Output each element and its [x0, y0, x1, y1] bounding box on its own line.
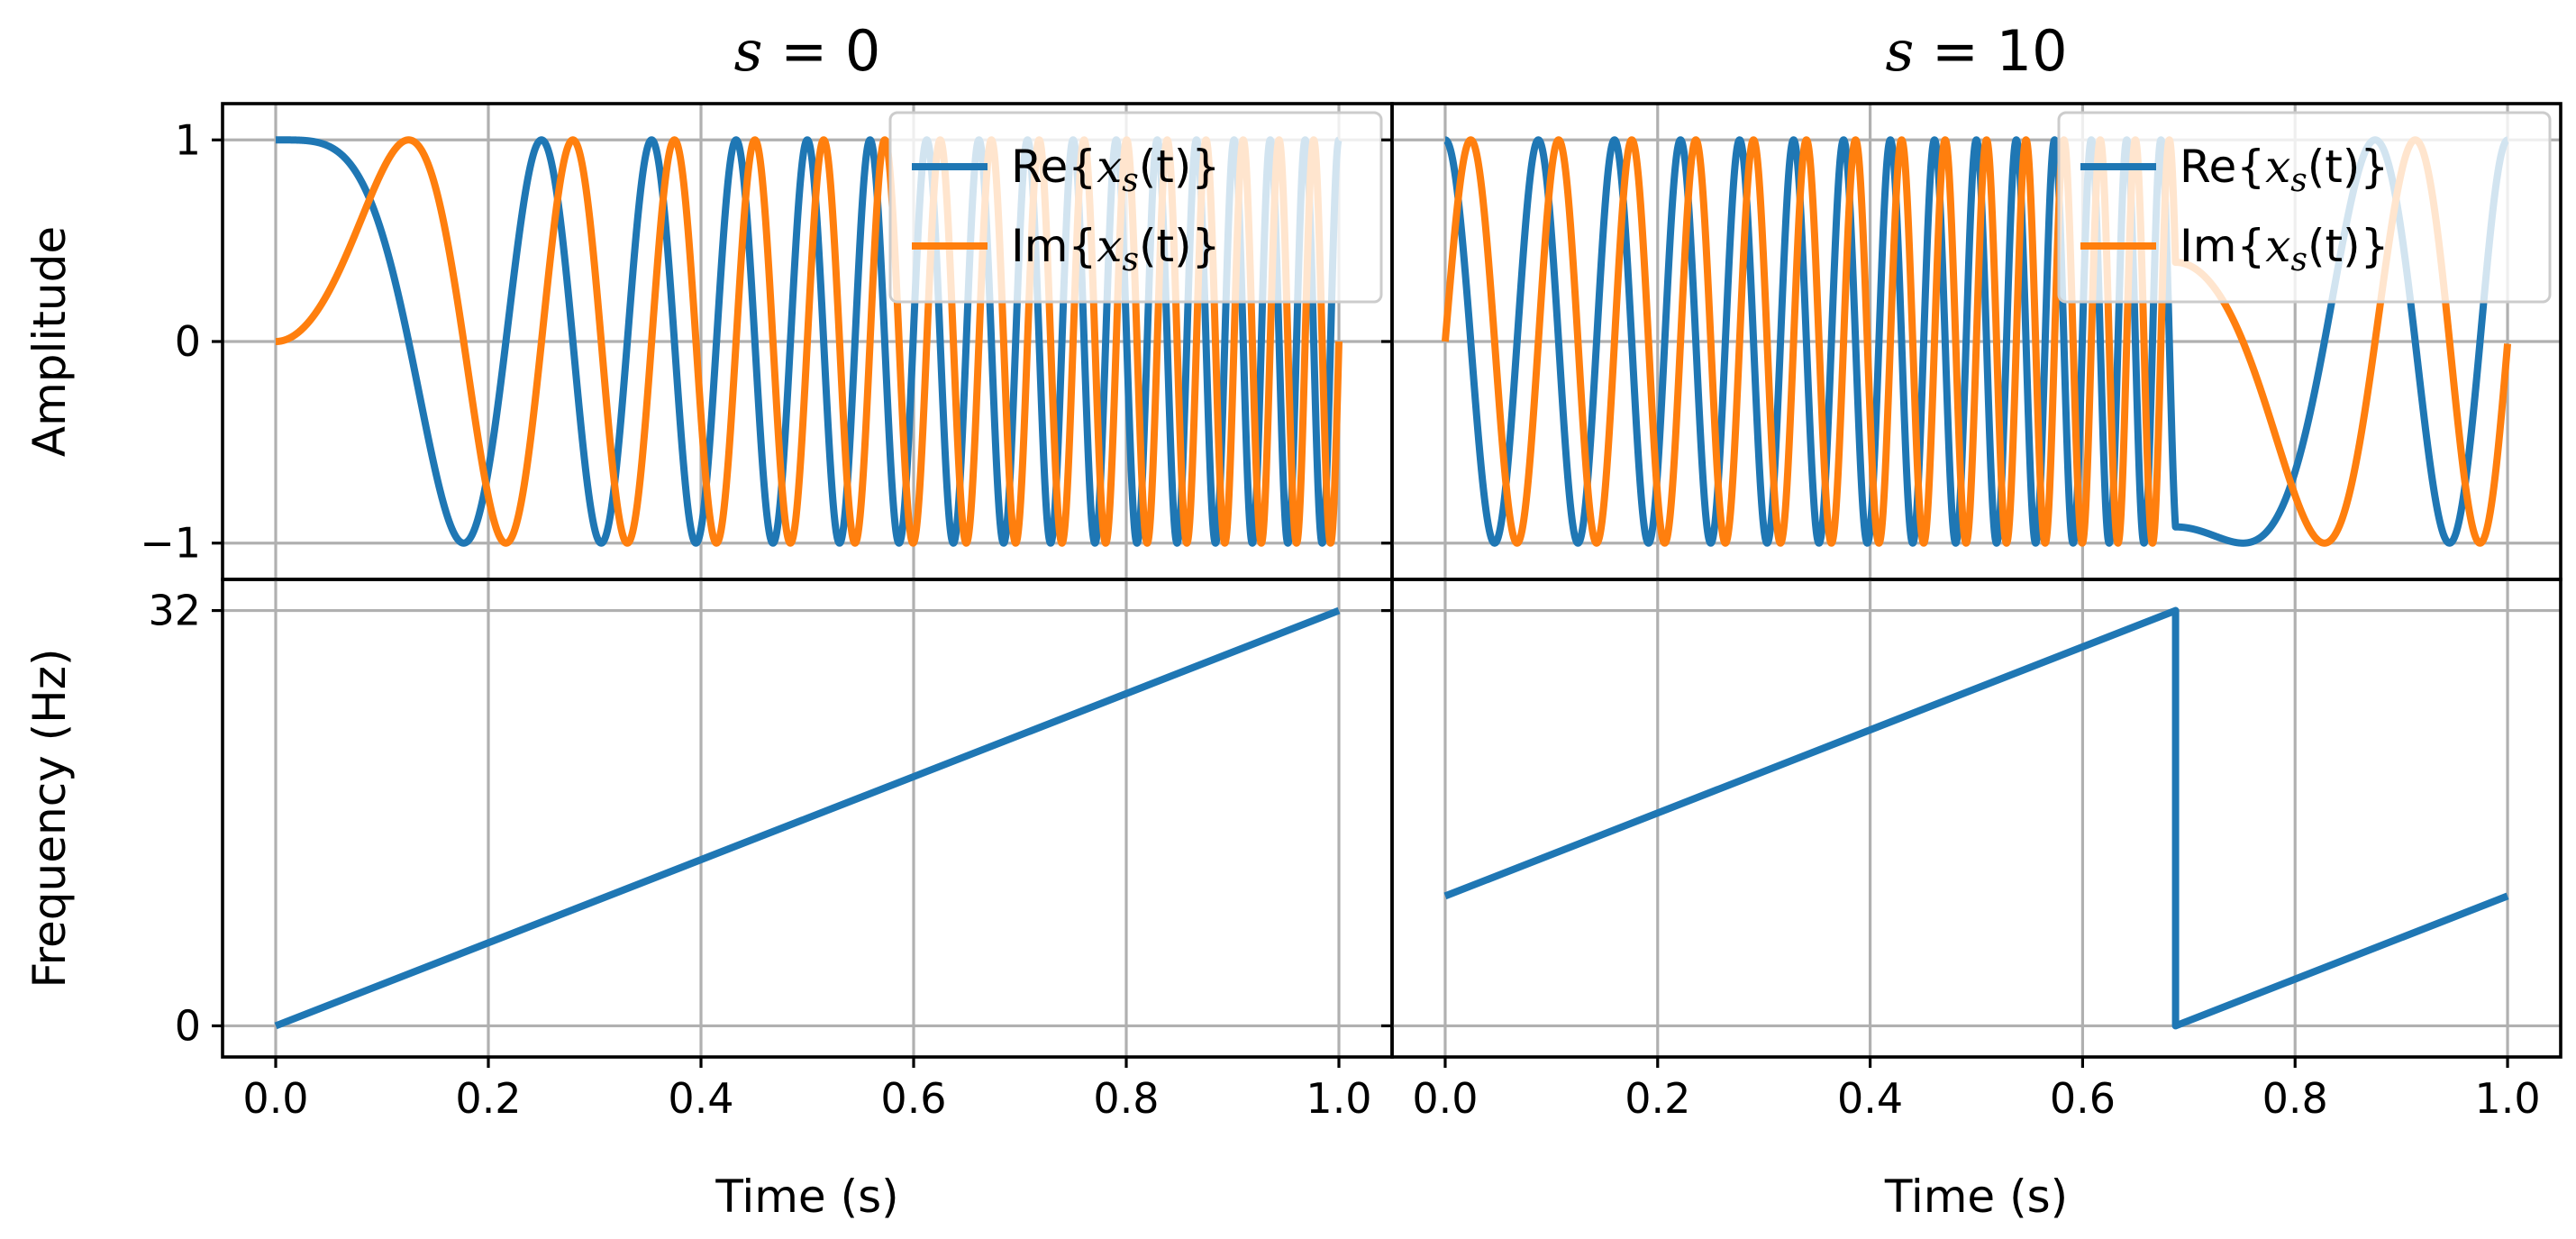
x-tick-label: 0.2 [455, 1074, 521, 1123]
x-tick-label: 1.0 [1306, 1074, 1371, 1123]
y-ticks [1381, 138, 1392, 545]
panel-top-left: 1 0 −1 Amplitude s = 0 Re{xs(t)} Im{xs(t)} [23, 18, 1394, 581]
x-tick-label: 0.4 [668, 1074, 733, 1123]
y-tick-label: −1 [140, 519, 201, 568]
y-axis-label: Amplitude [23, 226, 76, 457]
y-tick-label: 0 [175, 1001, 201, 1050]
y-ticks: 32 0 [148, 587, 223, 1050]
panel-top-right: s = 10 Re{xs(t)} Im{xs(t)} [1381, 18, 2562, 581]
panel-bottom-left: 32 0 0.0 0.2 0.4 0.6 0.8 1.0 Time (s) Frequency (… [23, 578, 1394, 1223]
panel-title: s = 0 [734, 18, 881, 84]
x-ticks: 0.0 0.2 0.4 0.6 0.8 1.0 [242, 1057, 1372, 1123]
x-tick-label: 0.8 [1093, 1074, 1159, 1123]
panel-title: s = 10 [1885, 18, 2067, 84]
x-axis-label: Time (s) [715, 1171, 898, 1223]
grid [223, 579, 1392, 1057]
x-axis-label: Time (s) [1884, 1171, 2068, 1223]
y-axis-label: Frequency (Hz) [23, 648, 76, 988]
legend-label: Re{xs(t)} [2180, 141, 2389, 199]
x-tick-label: 0.2 [1625, 1074, 1690, 1123]
y-ticks: 1 0 −1 [140, 115, 223, 568]
grid [1392, 579, 2561, 1057]
x-tick-label: 0.0 [242, 1074, 308, 1123]
axes-frame [1390, 578, 2562, 1059]
series-group [1441, 136, 2512, 547]
legend-label: Im{xs(t)} [2180, 220, 2389, 278]
x-tick-label: 0.6 [2050, 1074, 2116, 1123]
y-tick-label: 1 [175, 115, 201, 164]
x-tick-label: 1.0 [2474, 1074, 2540, 1123]
frequency-line [1443, 606, 2509, 1030]
series-group [274, 606, 1341, 1030]
legend: Re{xs(t)} Im{xs(t)} [888, 111, 1383, 304]
legend: Re{xs(t)} Im{xs(t)} [2057, 111, 2552, 304]
y-tick-label: 32 [148, 587, 201, 635]
x-ticks: 0.0 0.2 0.4 0.6 0.8 1.0 [1412, 1057, 2541, 1123]
legend-label: Im{xs(t)} [1011, 220, 1220, 278]
legend-label: Re{xs(t)} [1011, 141, 1220, 199]
series-group [1443, 606, 2509, 1030]
x-tick-label: 0.8 [2262, 1074, 2328, 1123]
y-ticks [1381, 608, 1392, 1028]
series-line-im [1441, 136, 2512, 547]
legend-box [888, 111, 1383, 304]
y-tick-label: 0 [175, 317, 201, 366]
x-tick-label: 0.6 [880, 1074, 946, 1123]
frequency-line [274, 606, 1341, 1030]
x-tick-label: 0.0 [1412, 1074, 1478, 1123]
panel-bottom-right: 0.0 0.2 0.4 0.6 0.8 1.0 Time (s) [1381, 578, 2562, 1223]
legend-box [2057, 111, 2552, 304]
x-tick-label: 0.4 [1837, 1074, 1903, 1123]
